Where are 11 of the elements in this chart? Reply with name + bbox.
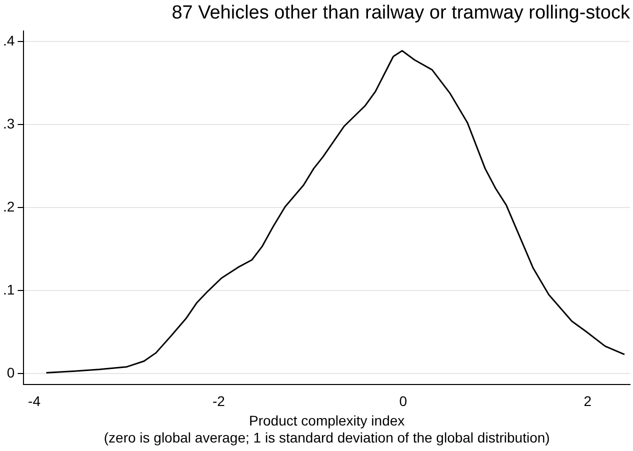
chart-title: 87 Vehicles other than railway or tramway rolling-stock bbox=[172, 2, 630, 24]
x-tick-label: 2 bbox=[584, 392, 592, 409]
y-tick-label: .3 bbox=[2, 115, 15, 132]
y-tick-label: .2 bbox=[2, 198, 15, 214]
x-tick-label: -4 bbox=[28, 392, 41, 409]
x-axis-title: Product complexity index (zero is global average; 1 is standard deviation of the global distribution) bbox=[104, 412, 550, 446]
x-tick-label: -2 bbox=[212, 392, 226, 409]
y-tick-label: .4 bbox=[2, 32, 15, 48]
y-tick-label: .1 bbox=[2, 281, 15, 298]
y-tick-label: 0 bbox=[6, 364, 15, 380]
x-tick-label: 0 bbox=[399, 392, 408, 409]
